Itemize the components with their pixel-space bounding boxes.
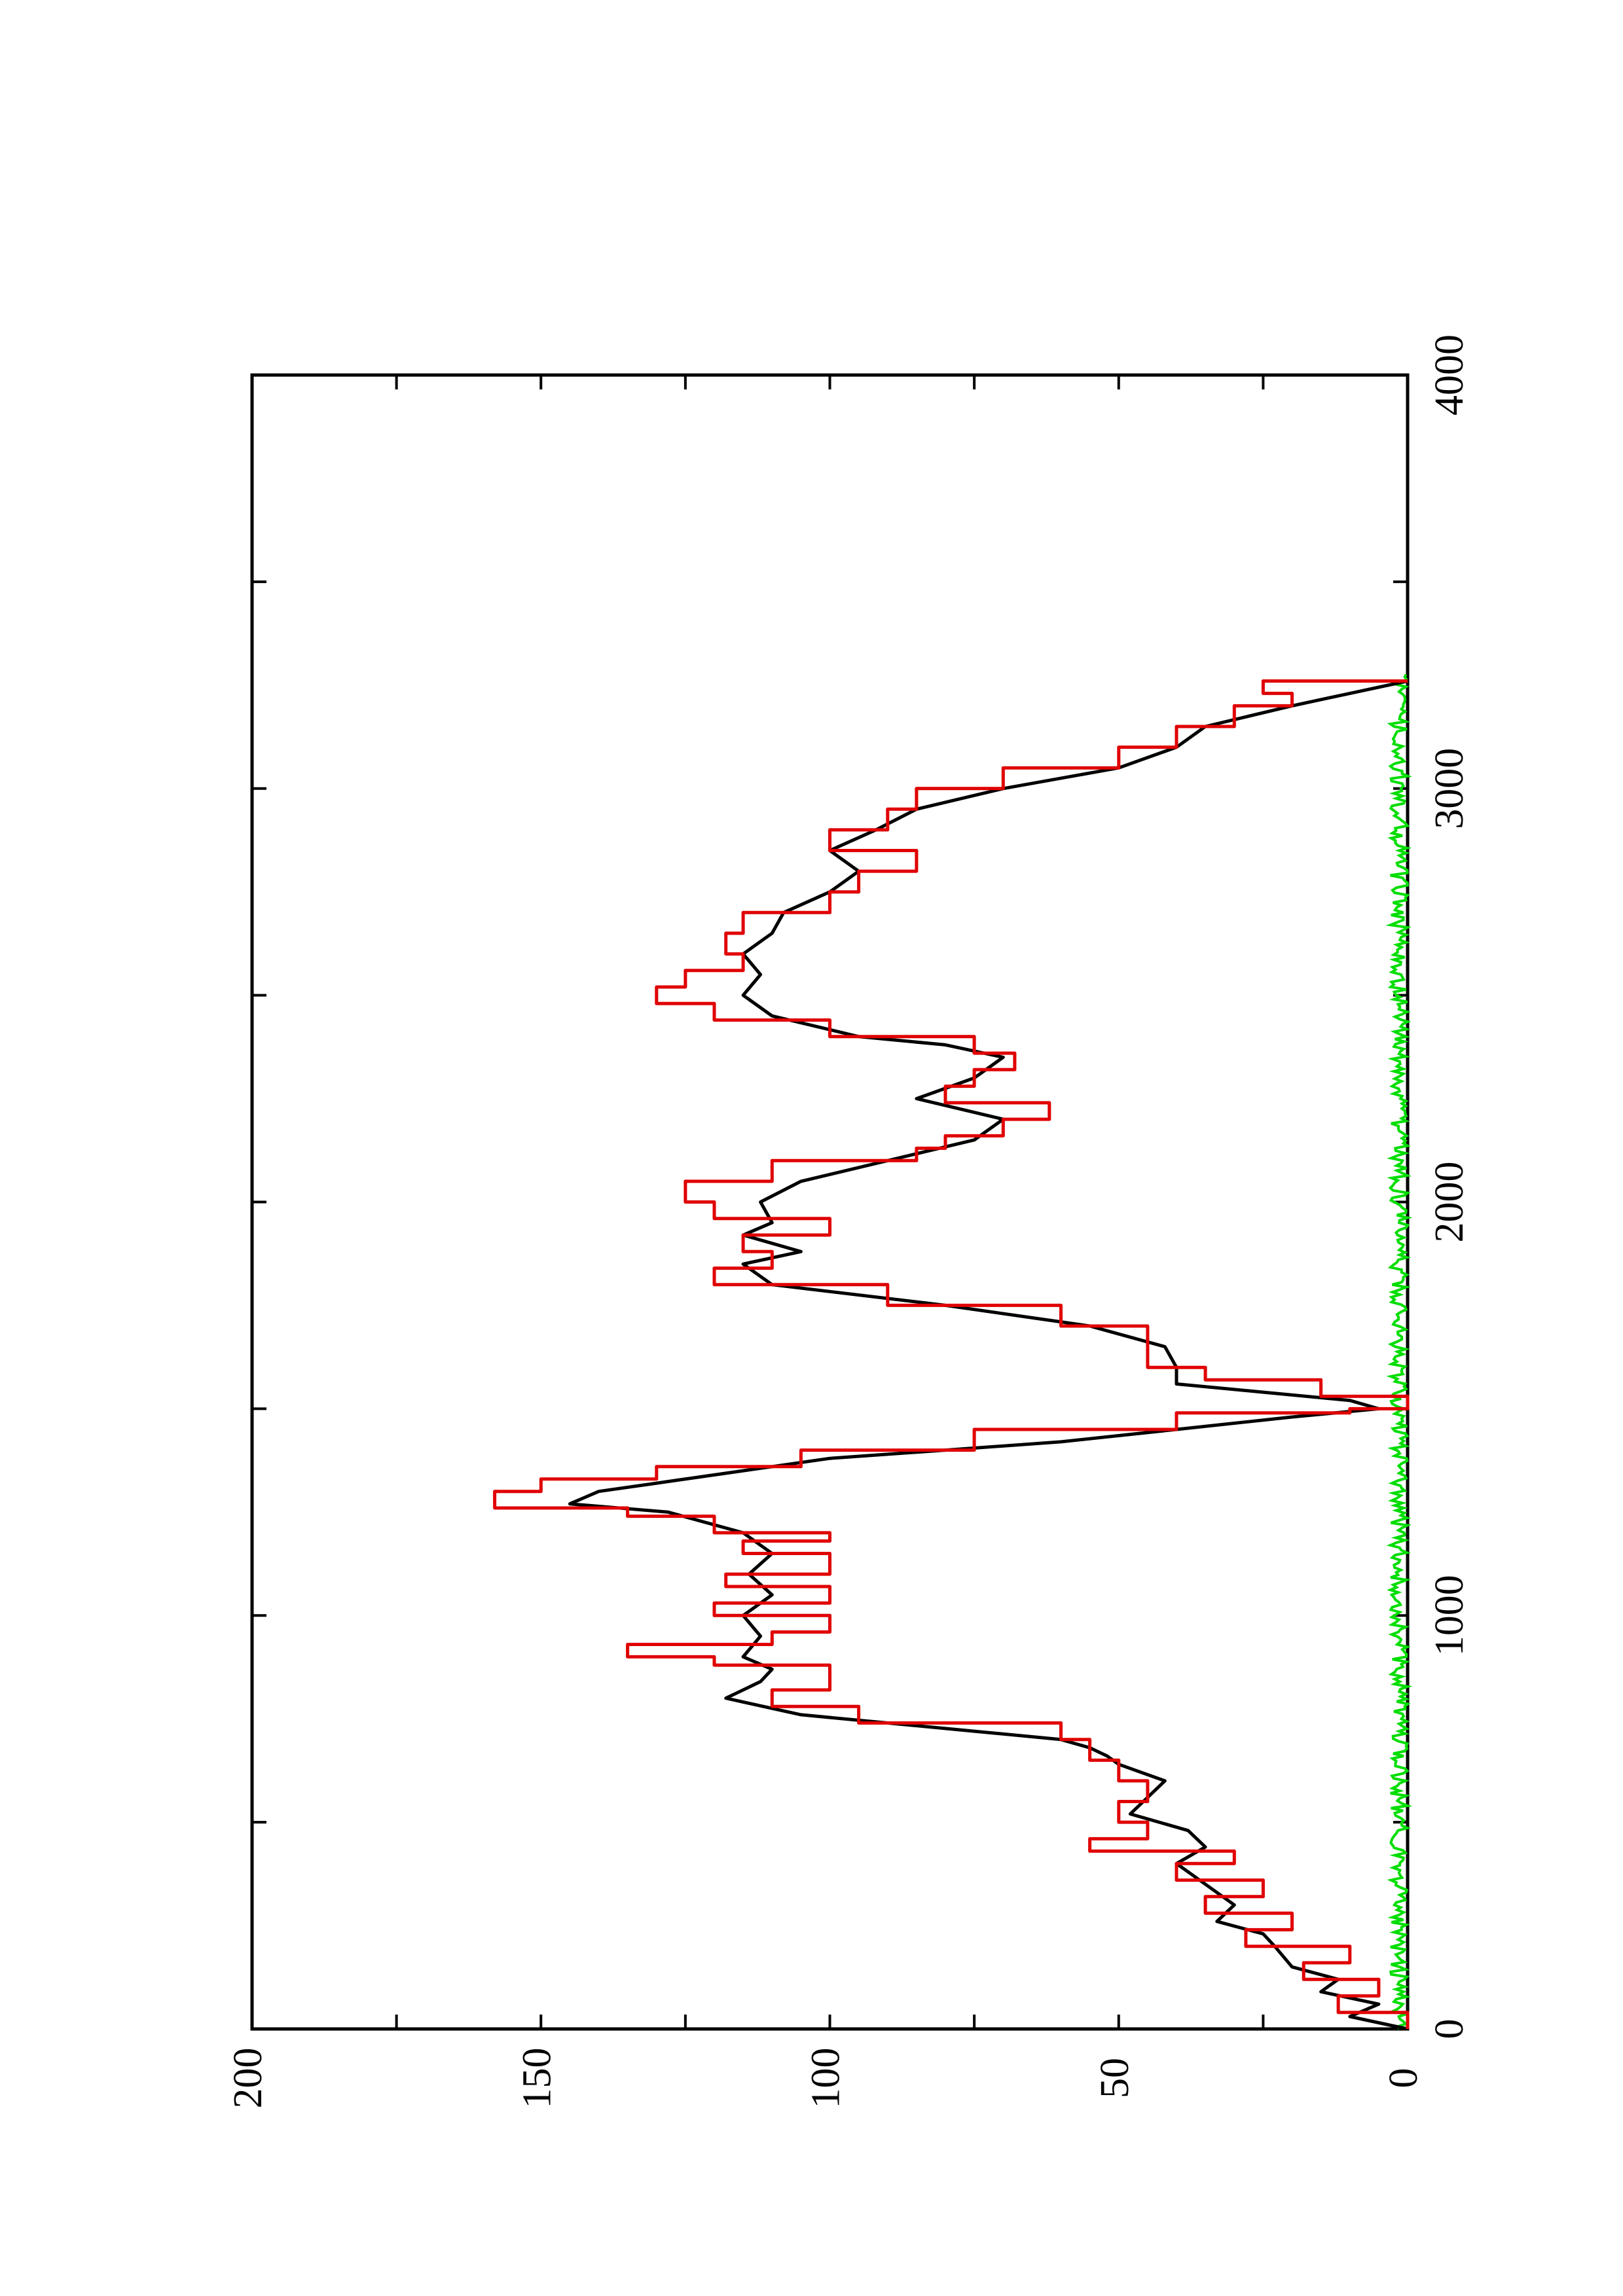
y-tick-label: 0 — [1381, 2068, 1426, 2089]
x-tick-label: 0 — [1427, 2019, 1472, 2039]
tick-labels: 0 1000 2000 3000 4000 0 50 100 150 200 — [226, 334, 1472, 2109]
axis-ticks — [251, 374, 1409, 2030]
x-tick-label: 3000 — [1427, 748, 1472, 829]
y-tick-label: 50 — [1093, 2058, 1137, 2098]
x-tick-label: 2000 — [1427, 1162, 1472, 1243]
y-tick-label: 100 — [804, 2048, 848, 2109]
plot-area — [250, 373, 1413, 2031]
plot-frame — [250, 373, 1410, 2031]
red-series-line — [493, 679, 1410, 2029]
x-tick-label: 1000 — [1427, 1575, 1472, 1656]
y-tick-label: 150 — [515, 2048, 559, 2109]
black-series-line — [568, 679, 1408, 2031]
y-tick-label: 200 — [226, 2048, 270, 2109]
x-tick-label: 4000 — [1427, 334, 1472, 416]
green-series-line — [1385, 673, 1413, 2030]
series-layer — [493, 673, 1413, 2031]
